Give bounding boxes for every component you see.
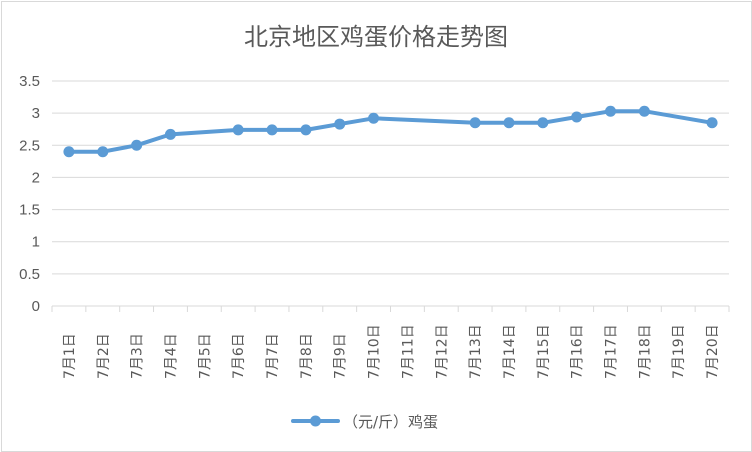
data-point [537, 117, 549, 129]
y-tick-label: 3.5 [19, 73, 40, 90]
x-tick-label: 7月12日 [434, 324, 450, 379]
x-tick-label: 7月6日 [231, 333, 247, 379]
x-tick-label: 7月13日 [468, 324, 484, 379]
y-tick-label: 1 [32, 234, 40, 251]
x-tick-label: 7月17日 [604, 324, 620, 379]
data-point [131, 139, 143, 151]
data-point [334, 118, 346, 130]
y-tick-label: 2.5 [19, 137, 40, 154]
x-tick-label: 7月10日 [367, 324, 383, 379]
data-point [232, 124, 244, 136]
chart-title: 北京地区鸡蛋价格走势图 [244, 23, 508, 51]
x-tick-label: 7月19日 [671, 324, 687, 379]
data-point [605, 105, 617, 117]
data-point [638, 105, 650, 117]
y-tick-label: 3 [32, 105, 40, 122]
data-point [706, 117, 718, 129]
y-tick-label: 2 [32, 169, 40, 186]
data-point [368, 112, 380, 124]
x-tick-label: 7月9日 [333, 333, 349, 379]
x-tick-label: 7月8日 [299, 333, 315, 379]
data-point [63, 146, 75, 158]
x-tick-label: 7月15日 [536, 324, 552, 379]
legend-marker-swatch [310, 415, 321, 427]
x-tick-label: 7月11日 [400, 324, 416, 379]
x-tick-label: 7月7日 [265, 333, 281, 379]
x-tick-label: 7月4日 [163, 333, 179, 379]
data-point [503, 117, 515, 129]
series-line [66, 109, 715, 154]
data-point [97, 146, 109, 158]
y-tick-label: 0 [32, 298, 40, 315]
data-point [164, 128, 176, 140]
x-tick-label: 7月18日 [637, 324, 653, 379]
x-tick-label: 7月16日 [570, 324, 586, 379]
legend-label: （元/斤）鸡蛋 [343, 413, 438, 431]
data-point [571, 111, 583, 123]
data-point [300, 124, 312, 136]
x-tick-label: 7月2日 [96, 333, 112, 379]
axes [51, 305, 730, 312]
y-tick-label: 0.5 [19, 266, 40, 283]
legend: （元/斤）鸡蛋 [291, 413, 438, 431]
x-tick-label: 7月3日 [130, 333, 146, 379]
x-tick-label: 7月5日 [197, 333, 213, 379]
y-axis-tick-labels: 0 0.5 1 1.5 2 2.5 3 3.5 [19, 73, 40, 315]
data-series [63, 105, 718, 158]
data-point [266, 124, 278, 136]
x-tick-label: 7月1日 [62, 333, 78, 379]
x-axis-tick-labels: 7月1日 7月2日 7月3日 7月4日 7月5日 7月6日 7月7日 7月8日 7月9日 7月10… [62, 324, 721, 379]
y-tick-label: 1.5 [19, 202, 40, 219]
data-point [469, 117, 481, 129]
x-tick-label: 7月20日 [705, 324, 721, 379]
x-tick-label: 7月14日 [502, 324, 518, 379]
